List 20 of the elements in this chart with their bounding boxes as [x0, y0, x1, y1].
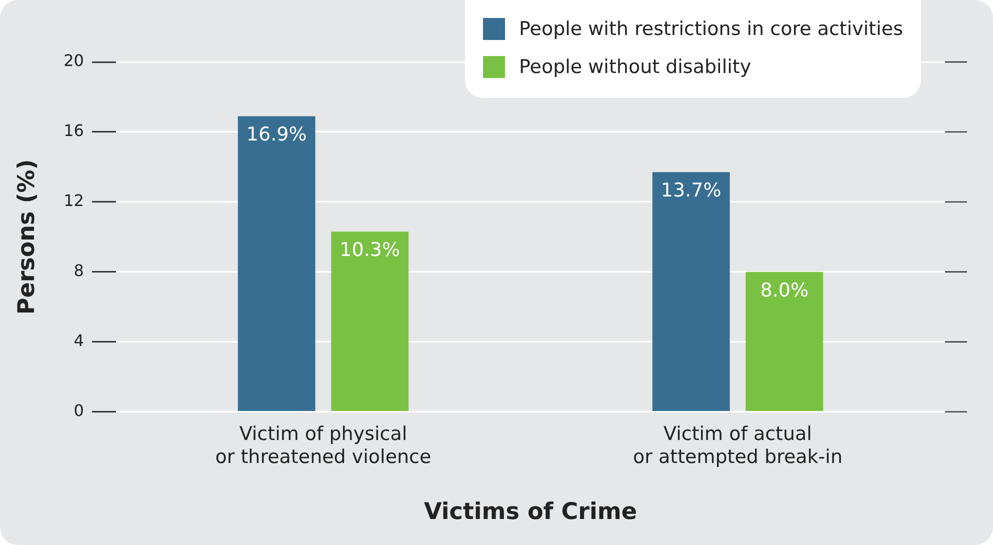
bar: [746, 272, 824, 412]
bar: [331, 232, 409, 412]
data-label: 13.7%: [660, 180, 722, 202]
legend-label: People with restrictions in core activities: [518, 18, 903, 40]
bar: [652, 172, 730, 412]
y-tick-label: 4: [74, 330, 84, 350]
x-tick-label: Victim of actual or attempted break-in: [633, 423, 842, 468]
y-tick-label: 16: [64, 121, 84, 140]
y-tick-label: 8: [74, 261, 84, 280]
x-axis-title: Victims of Crime: [424, 499, 637, 526]
data-label: 16.9%: [246, 124, 307, 146]
data-label: 8.0%: [760, 279, 809, 302]
x-tick-label: Victim of physical or threatened violence: [215, 423, 432, 468]
bar: [238, 116, 316, 412]
legend-label: People without disability: [518, 56, 752, 78]
data-label: 10.3%: [340, 239, 400, 262]
y-tick-label: 20: [64, 51, 84, 70]
y-tick-label: 12: [64, 191, 84, 210]
y-tick-label: 0: [74, 400, 84, 420]
y-axis-title: Persons (%): [14, 159, 40, 315]
